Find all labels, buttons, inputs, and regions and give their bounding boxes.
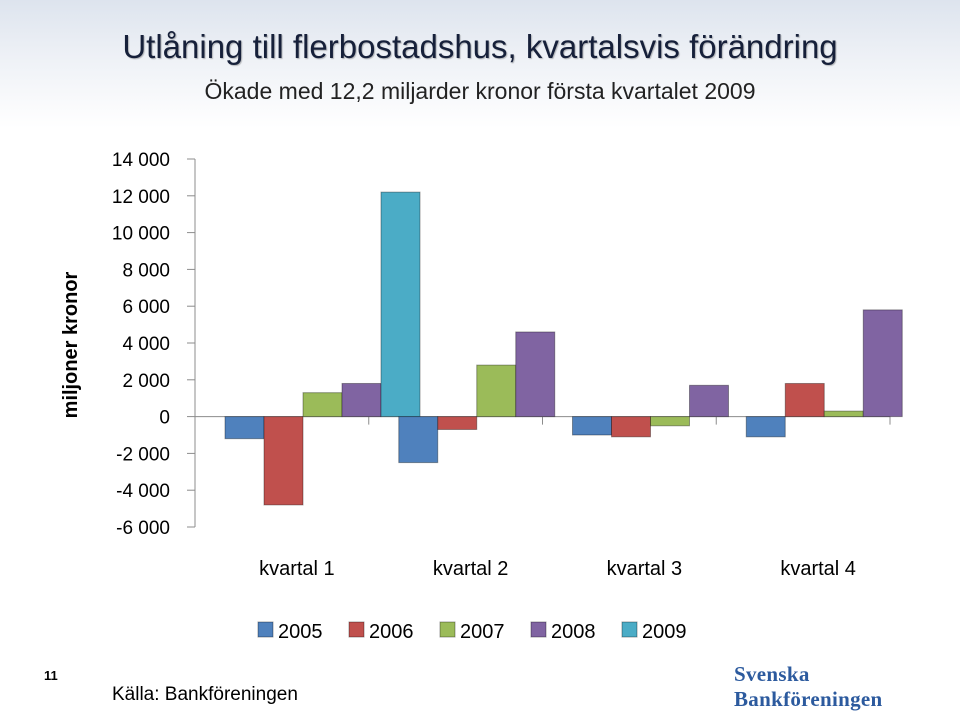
slide-number: 11 [44, 668, 58, 683]
bar-2008-1 [341, 382, 382, 418]
legend-swatch-2009 [621, 621, 638, 638]
x-tick-label: kvartal 3 [607, 558, 683, 580]
bar-2006-2 [437, 416, 478, 430]
labels-layer: 14 000 12 000 10 000 8 000 6 000 4 000 2 000 0 -… [112, 150, 856, 580]
bar-2006-1 [263, 416, 304, 506]
chart-title: Utlåning till flerbostadshus, kvartalsvi… [122, 28, 838, 65]
y-tick-label: 14 000 [112, 150, 170, 171]
bar-2006-4 [784, 382, 825, 418]
bar-2007-1 [302, 392, 343, 418]
y-tick-label: 6 000 [122, 297, 170, 318]
bar-2009-1 [380, 191, 421, 418]
legend-label-2009: 2009 [642, 621, 687, 643]
y-tick-label: 0 [159, 408, 170, 429]
x-tick-label: kvartal 2 [433, 558, 509, 580]
legend: 2005 2006 2007 2008 2009 [257, 621, 687, 643]
y-tick-label: 4 000 [122, 334, 170, 355]
bar-2008-4 [862, 309, 903, 418]
bars-layer [224, 191, 903, 506]
source-note: Källa: Bankföreningen [112, 684, 298, 705]
bar-2008-3 [689, 384, 729, 418]
x-tick-label: kvartal 4 [780, 558, 856, 580]
legend-label-2007: 2007 [460, 621, 505, 643]
y-tick-label: -2 000 [116, 444, 170, 465]
bar-2007-2 [476, 364, 517, 418]
y-tick-label: -4 000 [116, 481, 170, 502]
legend-swatch-2005 [257, 621, 274, 638]
legend-swatch-2007 [439, 621, 456, 638]
y-tick-label: 12 000 [112, 187, 170, 208]
legend-swatch-2008 [530, 621, 547, 638]
bar-2008-2 [515, 331, 556, 418]
y-tick-label: -6 000 [116, 518, 170, 539]
x-tick-label: kvartal 1 [259, 558, 335, 580]
chart-subtitle: Ökade med 12,2 miljarder kronor första k… [204, 78, 756, 104]
brand-logo: Svenska Bankföreningen [734, 662, 883, 711]
legend-label-2008: 2008 [551, 621, 596, 643]
y-tick-label: 10 000 [112, 224, 170, 245]
title-band [0, 0, 960, 128]
bar-2005-3 [572, 416, 612, 436]
bar-2005-4 [745, 416, 786, 438]
bar-2007-3 [650, 416, 690, 427]
bar-2006-3 [611, 416, 651, 438]
bar-2007-4 [823, 410, 864, 418]
bar-2005-1 [224, 416, 265, 440]
legend-swatch-2006 [348, 621, 365, 638]
legend-label-2006: 2006 [369, 621, 414, 643]
legend-label-2005: 2005 [278, 621, 323, 643]
bar-2005-2 [398, 416, 439, 464]
y-tick-label: 8 000 [122, 260, 170, 281]
y-axis-label: miljoner kronor [60, 271, 82, 418]
y-tick-label: 2 000 [122, 371, 170, 392]
